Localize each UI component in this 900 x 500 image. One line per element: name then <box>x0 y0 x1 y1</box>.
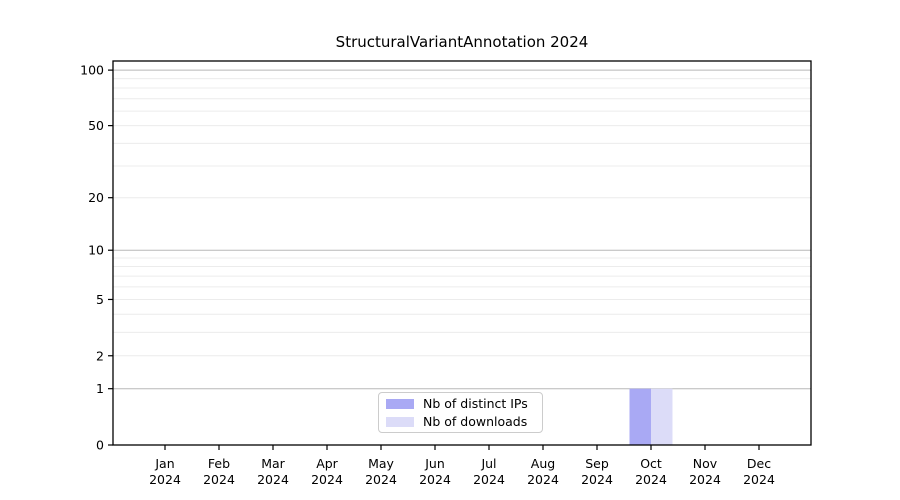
chart-legend: Nb of distinct IPs Nb of downloads <box>378 392 543 433</box>
legend-label-distinct-ips: Nb of distinct IPs <box>423 396 528 411</box>
svg-text:Jun: Jun <box>424 456 445 471</box>
svg-text:Jul: Jul <box>480 456 496 471</box>
svg-text:2024: 2024 <box>581 472 613 487</box>
svg-text:2024: 2024 <box>743 472 775 487</box>
legend-label-downloads: Nb of downloads <box>423 414 528 429</box>
svg-text:2024: 2024 <box>473 472 505 487</box>
svg-text:Mar: Mar <box>261 456 285 471</box>
svg-text:2024: 2024 <box>311 472 343 487</box>
svg-text:50: 50 <box>88 118 104 133</box>
legend-item-downloads: Nb of downloads <box>386 414 535 429</box>
legend-item-distinct-ips: Nb of distinct IPs <box>386 396 535 411</box>
chart-title: StructuralVariantAnnotation 2024 <box>335 33 589 51</box>
svg-text:20: 20 <box>88 190 104 205</box>
svg-text:Nov: Nov <box>693 456 718 471</box>
svg-text:100: 100 <box>80 63 104 78</box>
svg-text:Dec: Dec <box>747 456 771 471</box>
svg-text:May: May <box>368 456 394 471</box>
svg-text:2024: 2024 <box>689 472 721 487</box>
legend-swatch-distinct-ips <box>386 398 414 409</box>
svg-text:10: 10 <box>88 243 104 258</box>
svg-text:Feb: Feb <box>208 456 230 471</box>
svg-text:2024: 2024 <box>365 472 397 487</box>
svg-text:2: 2 <box>96 348 104 363</box>
svg-text:1: 1 <box>96 381 104 396</box>
svg-text:Jan: Jan <box>154 456 174 471</box>
svg-text:2024: 2024 <box>419 472 451 487</box>
svg-text:Sep: Sep <box>585 456 609 471</box>
svg-text:2024: 2024 <box>635 472 667 487</box>
svg-text:2024: 2024 <box>527 472 559 487</box>
svg-text:Aug: Aug <box>531 456 555 471</box>
svg-text:Apr: Apr <box>316 456 338 471</box>
svg-text:2024: 2024 <box>257 472 289 487</box>
svg-text:5: 5 <box>96 292 104 307</box>
svg-text:2024: 2024 <box>203 472 235 487</box>
svg-text:0: 0 <box>96 438 104 453</box>
svg-text:2024: 2024 <box>149 472 181 487</box>
legend-swatch-downloads <box>386 416 414 427</box>
svg-text:Oct: Oct <box>640 456 662 471</box>
